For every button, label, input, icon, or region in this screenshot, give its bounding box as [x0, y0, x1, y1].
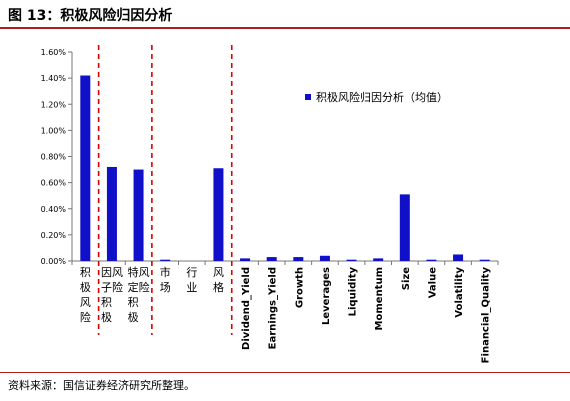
x-category-char: 行 [186, 266, 197, 279]
x-category-char: 险 [139, 280, 150, 294]
bar-11 [346, 259, 357, 261]
x-category-char: 场 [160, 280, 171, 294]
bar-10 [319, 255, 330, 261]
y-tick-label: 0.00% [41, 257, 67, 266]
x-category-label: Momentum [374, 267, 385, 330]
x-category-label: 市场 [160, 265, 171, 294]
x-category-char: 险 [112, 280, 123, 294]
legend-swatch [305, 94, 311, 100]
x-category-char: 极 [128, 310, 139, 324]
x-category-char: 极 [101, 310, 112, 324]
x-category-char: 格 [213, 280, 224, 294]
bar-6 [213, 168, 224, 261]
bar-12 [373, 258, 384, 261]
x-category-char: 风 [139, 266, 150, 279]
x-category-char: 风 [80, 296, 91, 309]
bar-4 [160, 259, 171, 261]
footer-divider [0, 372, 570, 373]
y-tick-label: 1.00% [41, 126, 67, 135]
x-category-char: 市 [160, 265, 171, 279]
source-note: 资料来源：国信证券经济研究所整理。 [8, 379, 195, 392]
x-category-char: 积 [80, 266, 91, 279]
y-tick-label: 1.60% [41, 48, 67, 57]
x-category-label: 风格 [213, 266, 224, 294]
bar-14 [426, 259, 437, 261]
x-category-char: 风 [213, 266, 224, 279]
x-category-label: 行业 [186, 266, 197, 294]
x-category-label: Financial_Quality [481, 267, 492, 364]
x-category-char: 特 [128, 265, 139, 279]
bar-1 [80, 75, 91, 261]
bar-2 [106, 166, 117, 261]
bar-chart: 0.00% 0.20% 0.40% 0.60% 0.80% 1.00% 1.20% 1.40%… [41, 45, 499, 364]
bar-3 [133, 169, 144, 261]
x-category-label: 积极风险 [80, 266, 91, 324]
x-category-label: Value [427, 267, 438, 298]
x-category-char: 积 [101, 296, 112, 309]
bar-13 [399, 194, 410, 261]
x-category-label: Earnings_Yield [268, 267, 279, 349]
x-category-label: Dividend_Yield [241, 267, 252, 350]
x-category-char: 积 [128, 296, 139, 309]
x-category-char: 险 [80, 310, 91, 324]
figure-title: 图 13：积极风险归因分析 [8, 8, 173, 24]
legend-label: 积极风险归因分析（均值） [316, 90, 448, 104]
bar-8 [266, 257, 277, 261]
x-category-char: 风 [112, 266, 123, 279]
y-tick-label: 0.60% [41, 179, 67, 188]
x-category-label: Leverages [321, 267, 332, 325]
header-divider [0, 27, 570, 29]
x-category-label: Growth [294, 267, 305, 308]
report-header: 图 13：积极风险归因分析 [0, 0, 570, 29]
x-category-char: 定 [128, 280, 139, 294]
y-tick-label: 1.20% [41, 100, 67, 109]
x-category-char: 极 [80, 280, 91, 294]
x-category-label: Volatility [454, 267, 465, 318]
x-category-char: 因 [101, 266, 112, 279]
y-tick-label: 1.40% [41, 74, 67, 83]
y-tick-label: 0.80% [41, 153, 67, 162]
y-tick-label: 0.40% [41, 205, 67, 214]
bar-16 [479, 259, 490, 261]
bar-7 [240, 258, 251, 261]
x-category-label: Liquidity [348, 267, 359, 317]
bar-15 [453, 254, 464, 261]
bar-9 [293, 257, 304, 261]
x-category-char: 子 [101, 281, 112, 294]
x-category-char: 业 [186, 281, 197, 294]
x-category-label: Size [401, 267, 412, 290]
y-tick-label: 0.20% [41, 231, 67, 240]
